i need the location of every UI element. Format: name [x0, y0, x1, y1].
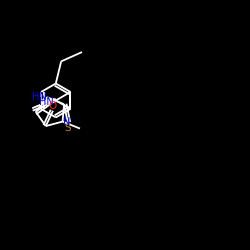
Text: HN: HN: [39, 97, 54, 107]
Text: S: S: [64, 122, 71, 132]
Text: N: N: [62, 116, 70, 126]
Text: HN: HN: [32, 92, 47, 102]
Text: O: O: [49, 101, 57, 111]
